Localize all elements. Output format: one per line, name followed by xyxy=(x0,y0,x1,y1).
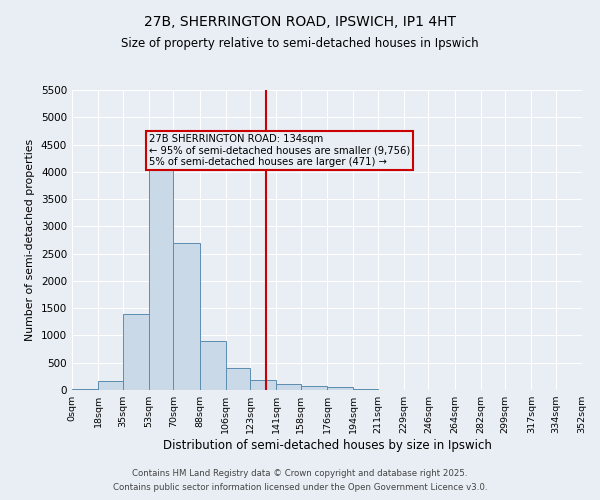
Bar xyxy=(301,386,327,390)
Text: 27B, SHERRINGTON ROAD, IPSWICH, IP1 4HT: 27B, SHERRINGTON ROAD, IPSWICH, IP1 4HT xyxy=(144,15,456,29)
Text: 27B SHERRINGTON ROAD: 134sqm
← 95% of semi-detached houses are smaller (9,756)
5: 27B SHERRINGTON ROAD: 134sqm ← 95% of se… xyxy=(149,134,410,167)
Text: Contains HM Land Registry data © Crown copyright and database right 2025.: Contains HM Land Registry data © Crown c… xyxy=(132,468,468,477)
Y-axis label: Number of semi-detached properties: Number of semi-detached properties xyxy=(25,139,35,341)
Text: Contains public sector information licensed under the Open Government Licence v3: Contains public sector information licen… xyxy=(113,484,487,492)
Bar xyxy=(276,384,301,390)
Bar xyxy=(149,156,173,390)
Bar xyxy=(226,368,250,390)
Bar xyxy=(327,388,353,390)
X-axis label: Distribution of semi-detached houses by size in Ipswich: Distribution of semi-detached houses by … xyxy=(163,439,491,452)
Bar xyxy=(199,341,226,390)
Bar xyxy=(98,380,123,390)
Bar xyxy=(123,314,149,390)
Bar xyxy=(250,380,276,390)
Bar xyxy=(72,389,98,390)
Bar xyxy=(173,242,200,390)
Text: Size of property relative to semi-detached houses in Ipswich: Size of property relative to semi-detach… xyxy=(121,38,479,51)
